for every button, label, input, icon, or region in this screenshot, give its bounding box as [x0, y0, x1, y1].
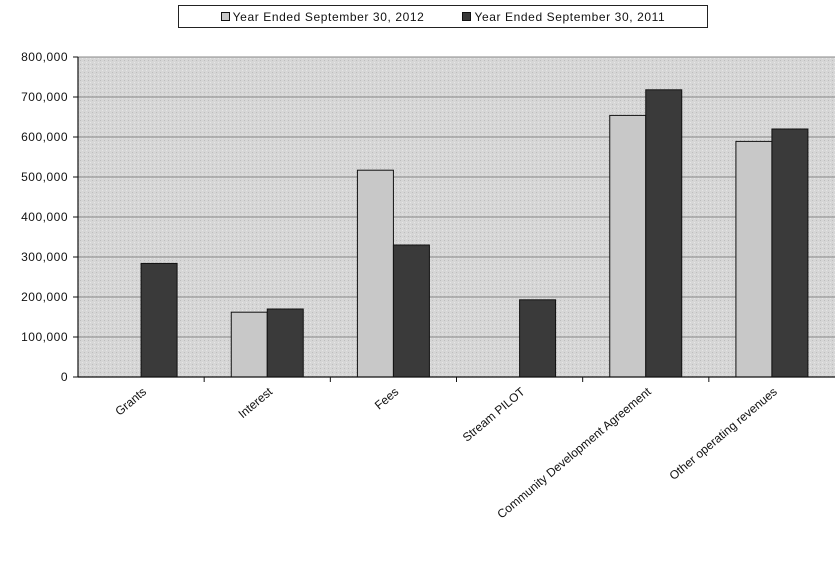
x-category-label-community-development-agreement: Community Development Agreement — [494, 384, 654, 521]
bar-interest-2011 — [266, 308, 304, 378]
y-tick-label: 200,000 — [21, 290, 68, 304]
bar-grants-2011 — [140, 262, 178, 378]
x-category-labels: Grants Interest Fees Stream PILOTCommunity … — [112, 384, 779, 521]
x-category-label-stream-pilot: Stream PILOT — [460, 384, 528, 444]
x-category-label-grants: Grants — [112, 385, 149, 419]
bar-interest-2012 — [230, 311, 268, 378]
y-tick-label: 500,000 — [21, 170, 68, 184]
y-tick-label: 0 — [61, 370, 68, 384]
y-tick-label: 800,000 — [21, 50, 68, 64]
gridlines — [73, 56, 835, 378]
legend-label-2012: Year Ended September 30, 2012 — [232, 9, 425, 24]
y-tick-label: 600,000 — [21, 130, 68, 144]
bar-fees-2012 — [356, 169, 394, 378]
x-category-label-fees: Fees — [372, 385, 401, 413]
bar-community-development-agreement-2011 — [645, 89, 683, 378]
bar-community-development-agreement-2012 — [609, 114, 647, 378]
legend-swatch-2012 — [220, 12, 230, 21]
y-tick-label: 300,000 — [21, 250, 68, 264]
legend-item-2011: Year Ended September 30, 2011 — [462, 10, 665, 24]
y-tick-label: 400,000 — [21, 210, 68, 224]
axes — [77, 57, 835, 382]
y-tick-label: 100,000 — [21, 330, 68, 344]
bar-other-operating-revenues-2011 — [771, 128, 809, 378]
x-category-label-interest: Interest — [236, 384, 276, 421]
legend-swatch-2011 — [462, 12, 472, 21]
chart-legend: Year Ended September 30, 2012 Year Ended… — [178, 5, 708, 28]
bar-stream-pilot-2011 — [519, 299, 557, 378]
x-category-label-other-operating-revenues: Other operating revenues — [667, 385, 780, 483]
y-tick-label: 700,000 — [21, 90, 68, 104]
bar-other-operating-revenues-2012 — [735, 140, 773, 378]
y-tick-labels: 0 100,000 200,000 300,000 400,000 500,000 600,… — [21, 50, 68, 384]
legend-label-2011: Year Ended September 30, 2011 — [474, 9, 666, 24]
bar-fees-2011 — [392, 244, 430, 378]
bars — [140, 89, 809, 378]
legend-item-2012: Year Ended September 30, 2012 — [220, 9, 425, 24]
